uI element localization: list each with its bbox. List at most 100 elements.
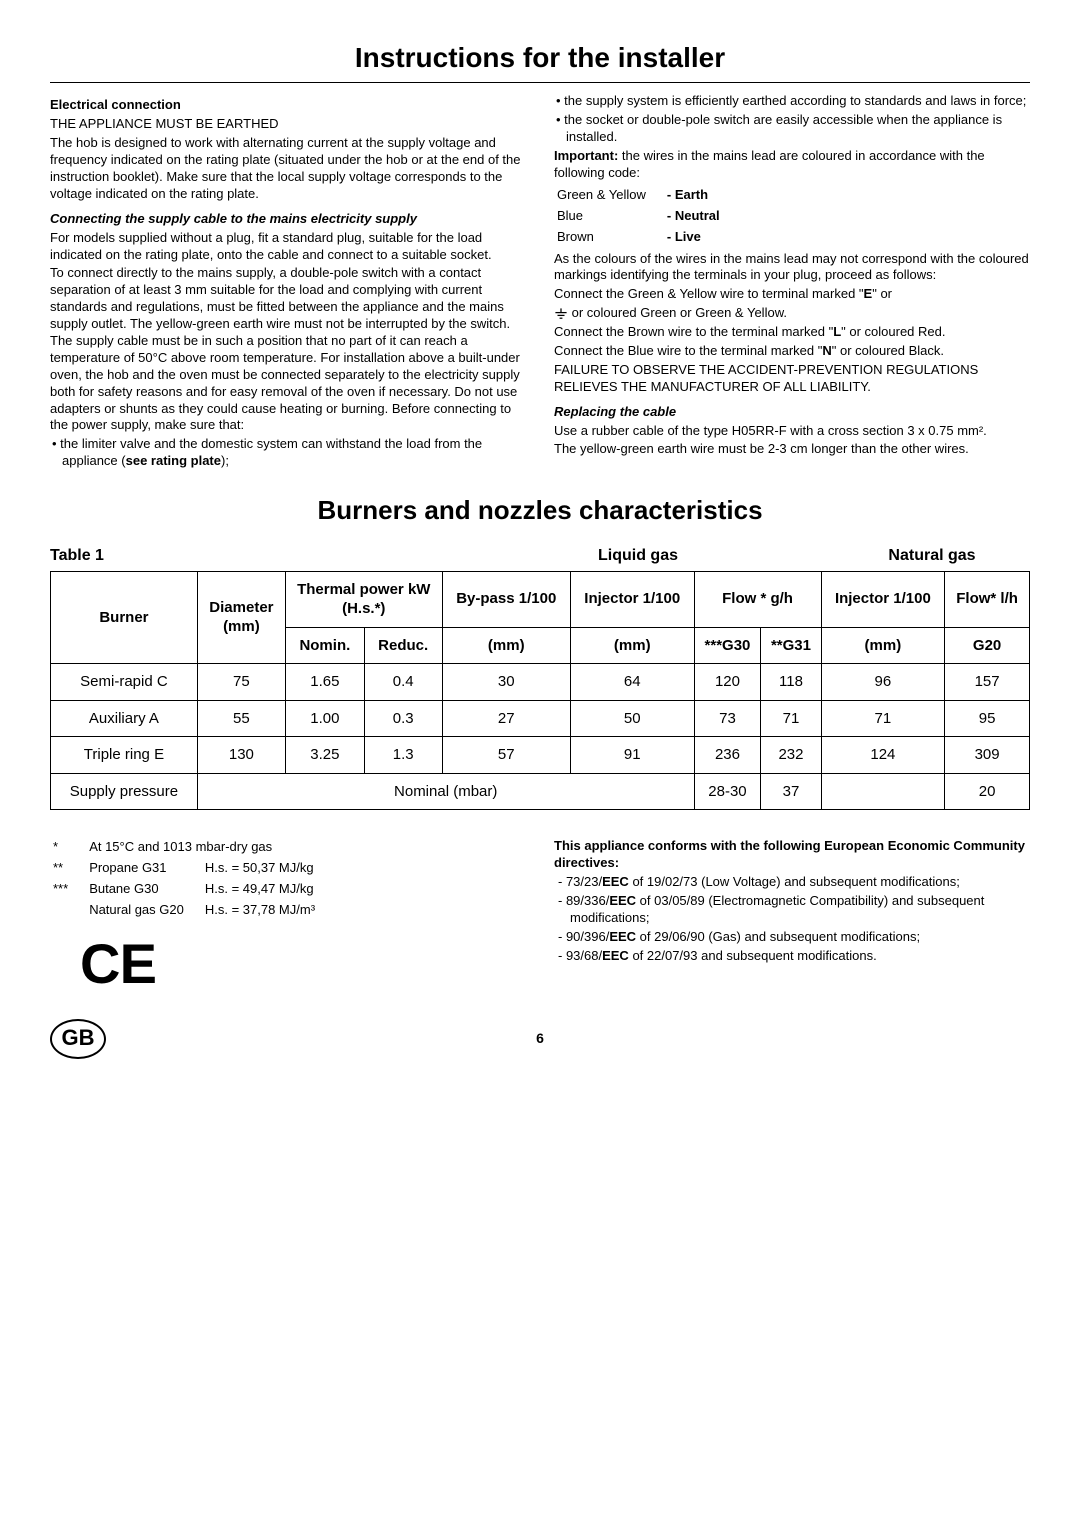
para-hob-design: The hob is designed to work with alterna… [50,135,526,203]
d4c: of 22/07/93 and subsequent modifications… [629,948,877,963]
th-burner: Burner [51,571,198,664]
bullet-limiter-text: • the limiter valve and the domestic sys… [52,436,482,468]
directives-heading-text: This appliance conforms with the followi… [554,838,1025,870]
txt-e-a: Connect the Green & Yellow wire to termi… [554,286,864,301]
cell-sp-blank [821,773,945,810]
directives-column: This appliance conforms with the followi… [554,836,1030,1000]
heading-connecting: Connecting the supply cable to the mains… [50,211,526,228]
wire-brown: Brown [556,228,664,247]
fn-propane: Propane G31 [88,859,202,878]
fn-star: * [52,838,86,857]
cell-g31: 71 [761,700,821,737]
wire-blue: Blue [556,207,664,226]
text-important: the wires in the mains lead are coloured… [554,148,985,180]
natural-gas-heading: Natural gas [834,546,1030,567]
d1a: - 73/23/ [558,874,602,889]
ce-mark-icon: C E [80,928,526,1001]
cell-sp-g20: 20 [945,773,1030,810]
th-mm-1: (mm) [442,627,570,664]
d2b: EEC [609,893,636,908]
cell-inj-n: 71 [821,700,945,737]
cell-red: 1.3 [364,737,442,774]
txt-n-b: " or coloured Black. [832,343,944,358]
th-g31: **G31 [761,627,821,664]
footnotes-table: *At 15°C and 1013 mbar-dry gas **Propane… [50,836,335,922]
bullet-earthed-supply: • the supply system is efficiently earth… [554,93,1030,110]
cell-sp-g30: 28-30 [694,773,761,810]
fn-natgas-hs: H.s. = 37,78 MJ/m³ [204,901,333,920]
wire-code-table: Green & Yellow- Earth Blue- Neutral Brow… [554,184,740,249]
para-rubber-cable: Use a rubber cable of the type H05RR-F w… [554,423,1030,440]
fn-butane: Butane G30 [88,880,202,899]
d1b: EEC [602,874,629,889]
liquid-gas-heading: Liquid gas [442,546,834,567]
table-row: Auxiliary A 55 1.00 0.3 27 50 73 71 71 9… [51,700,1030,737]
th-mm-3: (mm) [821,627,945,664]
th-nomin: Nomin. [285,627,364,664]
d2a: - 89/336/ [558,893,609,908]
txt-l-b: " or coloured Red. [841,324,945,339]
letter-l: L [833,324,841,339]
fn-propane-hs: H.s. = 50,37 MJ/kg [204,859,333,878]
page-footer: GB 6 [50,1019,1030,1059]
directive-3: - 90/396/EEC of 29/06/90 (Gas) and subse… [554,929,1030,946]
wire-live: - Live [667,229,701,244]
cell-dia: 130 [197,737,285,774]
para-connect-e: Connect the Green & Yellow wire to termi… [554,286,1030,303]
cell-inj-n: 124 [821,737,945,774]
cell-dia: 55 [197,700,285,737]
page-main-title: Instructions for the installer [50,40,1030,83]
d4b: EEC [602,948,629,963]
para-earth-longer: The yellow-green earth wire must be 2-3 … [554,441,1030,458]
directive-4: - 93/68/EEC of 22/07/93 and subsequent m… [554,948,1030,965]
para-connect-n: Connect the Blue wire to the terminal ma… [554,343,1030,360]
gb-badge: GB [50,1019,106,1059]
cell-red: 0.3 [364,700,442,737]
txt-e-b: " or [872,286,892,301]
cell-inj-n: 96 [821,664,945,701]
cell-supply-label: Supply pressure [51,773,198,810]
cell-g20: 157 [945,664,1030,701]
d3b: EEC [609,929,636,944]
cell-g31: 118 [761,664,821,701]
wire-gy: Green & Yellow [556,186,664,205]
th-g20: G20 [945,627,1030,664]
bullet-limiter: • the limiter valve and the domestic sys… [50,436,526,470]
para-direct-mains: To connect directly to the mains supply,… [50,265,526,434]
earth-icon [554,307,568,321]
cell-nom: 3.25 [285,737,364,774]
page-number: 6 [106,1029,974,1047]
table-1-label: Table 1 [50,546,442,567]
th-diameter: Diameter (mm) [197,571,285,664]
para-connect-l: Connect the Brown wire to the terminal m… [554,324,1030,341]
text-earthed: THE APPLIANCE MUST BE EARTHED [50,116,526,133]
footnotes-column: *At 15°C and 1013 mbar-dry gas **Propane… [50,836,526,1000]
cell-nom: 1.00 [285,700,364,737]
d1c: of 19/02/73 (Low Voltage) and subsequent… [629,874,960,889]
section-title-burners: Burners and nozzles characteristics [50,494,1030,528]
th-injector-natural: Injector 1/100 [821,571,945,627]
wire-earth: - Earth [667,187,708,202]
heading-replace-cable: Replacing the cable [554,404,1030,421]
d4a: - 93/68/ [558,948,602,963]
lower-columns: *At 15°C and 1013 mbar-dry gas **Propane… [50,836,1030,1000]
cell-dia: 75 [197,664,285,701]
d3a: - 90/396/ [558,929,609,944]
cell-byp: 27 [442,700,570,737]
cell-byp: 57 [442,737,570,774]
th-bypass: By-pass 1/100 [442,571,570,627]
left-column: Electrical connection THE APPLIANCE MUST… [50,91,526,472]
fn-natgas: Natural gas G20 [88,901,202,920]
cell-inj-l: 50 [570,700,694,737]
th-flow-gh: Flow * g/h [694,571,821,627]
th-flow-lh: Flow* l/h [945,571,1030,627]
wire-neutral: - Neutral [667,208,720,223]
directives-heading: This appliance conforms with the followi… [554,838,1030,872]
cell-red: 0.4 [364,664,442,701]
label-important: Important: [554,148,618,163]
fn-dry-gas: At 15°C and 1013 mbar-dry gas [88,838,333,857]
letter-e: E [864,286,873,301]
table-row: Semi-rapid C 75 1.65 0.4 30 64 120 118 9… [51,664,1030,701]
para-wire-colours: As the colours of the wires in the mains… [554,251,1030,285]
directive-2: - 89/336/EEC of 03/05/89 (Electromagneti… [554,893,1030,927]
